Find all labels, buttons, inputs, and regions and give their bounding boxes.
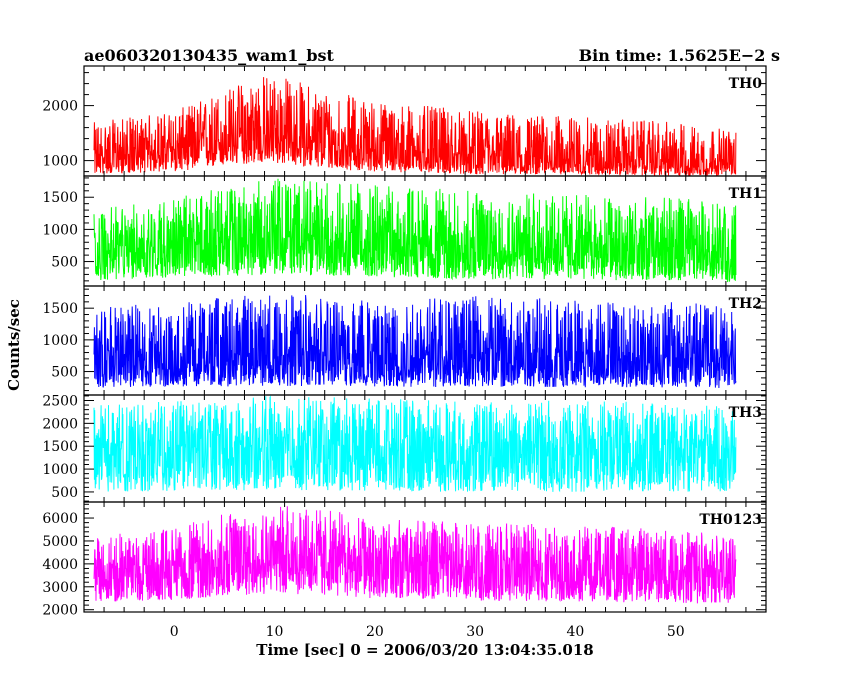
y-tick-label: 1500 (42, 190, 78, 206)
x-tick-label: 50 (667, 624, 685, 640)
y-tick-label: 2000 (42, 99, 78, 115)
y-tick-label: 2000 (42, 416, 78, 432)
panel-th0123: 2000 3000 4000 5000 6000 TH0123 (42, 501, 767, 619)
x-tick-label: 40 (567, 624, 585, 640)
y-tick-label: 3000 (42, 580, 78, 596)
header-left-title: ae060320130435_wam1_bst (84, 46, 335, 65)
series-label: TH3 (729, 405, 762, 421)
panel-th2: 500 1000 1500 TH2 (42, 285, 767, 396)
y-tick-label: 2500 (42, 393, 78, 409)
series-th2-line (93, 295, 737, 389)
x-tick-label: 20 (366, 624, 384, 640)
x-tick-label: 0 (170, 624, 179, 640)
y-tick-label: 500 (51, 485, 78, 501)
series-th0123-line (93, 506, 737, 604)
series-label: TH1 (729, 186, 762, 202)
y-tick-label: 1000 (42, 154, 78, 170)
y-tick-label: 1000 (42, 462, 78, 478)
header-right-title: Bin time: 1.5625E−2 s (579, 46, 780, 65)
series-th1-line (93, 178, 737, 283)
y-tick-label: 500 (51, 255, 78, 271)
y-tick-label: 1500 (42, 301, 78, 317)
y-tick-label: 1000 (42, 222, 78, 238)
series-th3-line (93, 395, 737, 493)
series-label: TH2 (729, 296, 762, 312)
panel-th1: 500 1000 1500 TH1 (42, 175, 767, 287)
panel-th3: 500 1000 1500 2000 2500 TH3 (42, 393, 767, 503)
y-tick-label: 1500 (42, 439, 78, 455)
series-label: TH0 (729, 76, 763, 92)
y-tick-label: 500 (51, 365, 78, 381)
x-tick-label: 30 (466, 624, 484, 640)
y-tick-label: 6000 (42, 511, 78, 527)
y-tick-label: 1000 (42, 333, 78, 349)
y-axis-label: Counts/sec (5, 299, 23, 391)
panel-th0: 1000 2000 TH0 (42, 65, 767, 177)
series-label: TH0123 (699, 512, 762, 528)
x-tick-label: 10 (266, 624, 284, 640)
y-tick-label: 5000 (42, 534, 78, 550)
series-th0-line (93, 77, 737, 176)
x-axis-label: Time [sec] 0 = 2006/03/20 13:04:35.018 (256, 641, 593, 659)
y-tick-label: 4000 (42, 557, 78, 573)
y-tick-label: 2000 (42, 603, 78, 619)
